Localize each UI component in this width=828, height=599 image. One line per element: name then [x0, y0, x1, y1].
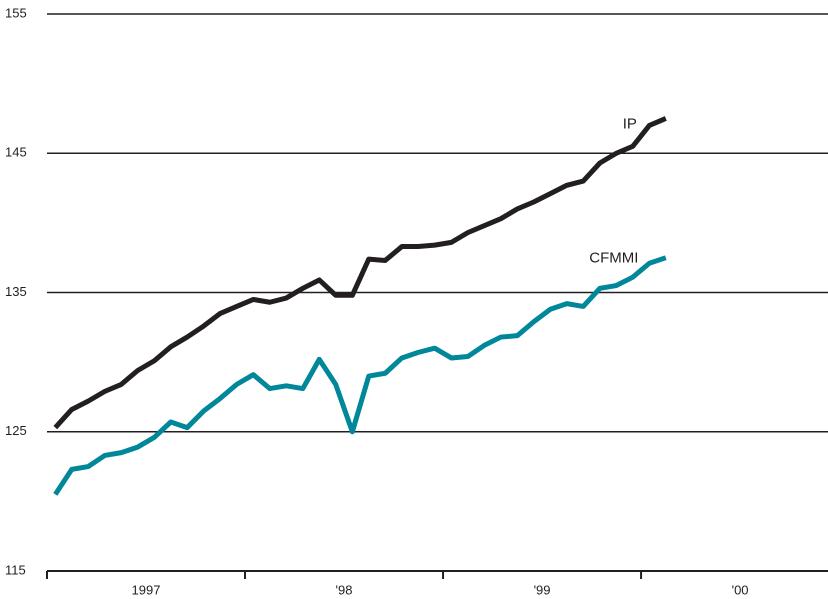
series-label: IP: [623, 115, 637, 132]
x-tick-label: '98: [336, 582, 353, 597]
line-series: [53, 116, 667, 430]
y-tick-label: 155: [5, 5, 27, 20]
x-tick-label: 1997: [132, 582, 161, 597]
line-series: [53, 255, 667, 496]
series-label: CFMMI: [589, 250, 638, 267]
x-tick-label: '00: [732, 582, 749, 597]
y-tick-label: 135: [5, 284, 27, 299]
y-tick-label: 125: [5, 423, 27, 438]
y-tick-label: 115: [5, 562, 26, 577]
x-tick-label: '99: [534, 582, 551, 597]
y-tick-label: 145: [5, 145, 27, 160]
